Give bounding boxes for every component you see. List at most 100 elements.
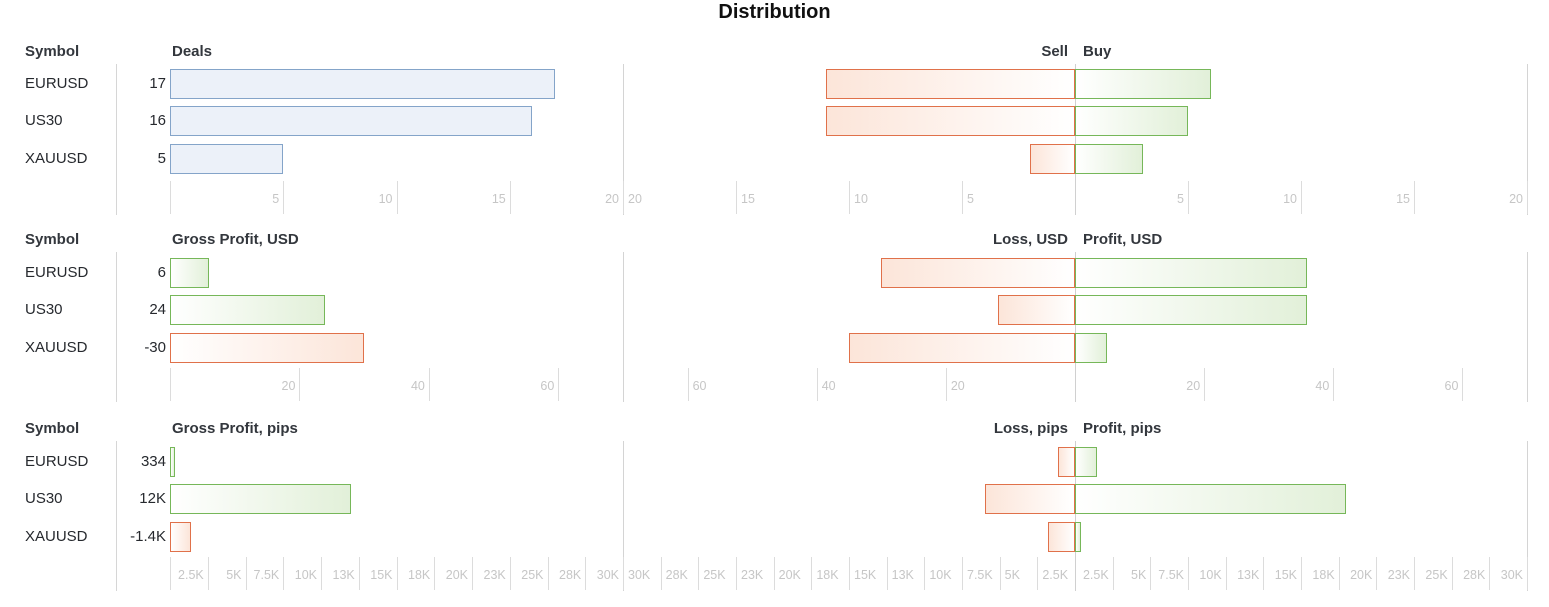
symbol-label: XAUUSD xyxy=(25,149,88,167)
axis-tick-label: 7.5K xyxy=(253,568,280,582)
axis-tick-label: 5 xyxy=(1177,192,1184,206)
pos-column-header: Profit, USD xyxy=(1083,231,1163,248)
sell-bar xyxy=(826,69,1075,99)
loss-pips-bar xyxy=(984,484,1075,515)
gross-profit-usd-bar xyxy=(170,332,365,363)
axis-tick xyxy=(428,368,430,401)
axis-tick xyxy=(1338,557,1340,590)
symbol-label: EURUSD xyxy=(25,453,89,470)
symbol-column-header: Symbol xyxy=(25,420,80,437)
axis-tick xyxy=(1112,557,1114,590)
gross-profit-pips-bar xyxy=(170,484,352,515)
axis-tick xyxy=(396,557,398,590)
axis-tick-label: 20 xyxy=(628,192,642,206)
symbol-label: EURUSD xyxy=(25,264,89,281)
axis-tick-label: 15 xyxy=(741,192,755,206)
right-boundary-line xyxy=(1527,441,1528,591)
axis-tick xyxy=(1376,557,1378,590)
axis-tick xyxy=(1489,557,1491,590)
axis-tick xyxy=(321,557,322,590)
axis-tick xyxy=(1263,557,1265,590)
axis-tick-label: 40 xyxy=(1315,379,1330,393)
axis-tick-label: 13K xyxy=(332,568,355,582)
axis-tick-label: 30K xyxy=(596,568,619,582)
axis-tick-label: 23K xyxy=(483,568,506,582)
axis-tick xyxy=(660,557,662,590)
axis-tick xyxy=(1301,557,1302,590)
axis-tick xyxy=(1204,368,1206,401)
axis-tick xyxy=(472,557,473,590)
axis-tick-label: 15 xyxy=(491,192,506,206)
axis-tick-label: 40 xyxy=(410,379,425,393)
symbol-label: US30 xyxy=(25,490,63,508)
axis-tick-label: 10 xyxy=(378,192,393,206)
axis-tick-label: 20 xyxy=(605,192,619,206)
gross-profit-usd-bar xyxy=(170,295,326,326)
axis-tick xyxy=(434,557,436,590)
axis-tick xyxy=(1414,557,1415,590)
axis-tick xyxy=(962,181,963,214)
axis-tick xyxy=(1188,181,1189,214)
loss-pips-bar xyxy=(1047,521,1075,552)
axis-tick xyxy=(207,557,209,590)
axis-tick xyxy=(509,181,511,214)
axis-tick-label: 23K xyxy=(741,568,764,582)
axis-tick-label: 7.5K xyxy=(967,568,993,582)
axis-tick xyxy=(1414,181,1415,214)
zero-tick xyxy=(170,181,171,214)
zero-tick xyxy=(170,368,171,401)
buy-bar xyxy=(1075,143,1143,174)
axis-tick xyxy=(283,557,285,590)
axis-tick xyxy=(687,368,689,401)
value-label: -30 xyxy=(144,338,166,356)
axis-tick-label: 5 xyxy=(967,192,974,206)
axis-tick xyxy=(547,557,549,590)
right-boundary-line xyxy=(1527,252,1528,402)
axis-tick-label: 5K xyxy=(1131,568,1147,582)
axis-tick-label: 20K xyxy=(445,568,468,582)
axis-tick xyxy=(811,557,813,590)
axis-tick xyxy=(886,557,888,590)
axis-tick xyxy=(849,181,850,214)
axis-tick-label: 25K xyxy=(521,568,544,582)
axis-tick xyxy=(698,557,700,590)
axis-tick-label: 20 xyxy=(1186,379,1201,393)
chart-split-line xyxy=(623,64,624,215)
deals-bar xyxy=(170,69,556,99)
value-label: 24 xyxy=(149,301,166,319)
column-separator-line xyxy=(116,441,117,591)
sell-bar xyxy=(1029,143,1075,174)
gross-profit-usd-bar xyxy=(170,258,209,288)
gross-profit-pips-bar xyxy=(170,447,176,477)
axis-tick-label: 60 xyxy=(692,379,707,393)
loss-pips-bar xyxy=(1058,447,1075,477)
axis-tick xyxy=(509,557,511,590)
axis-tick-label: 7.5K xyxy=(1158,568,1184,582)
value-label: 6 xyxy=(157,264,166,281)
right-boundary-line xyxy=(1527,64,1528,215)
column-separator-line xyxy=(116,252,117,402)
value-label: 16 xyxy=(149,112,166,130)
axis-tick-label: 15K xyxy=(854,568,877,582)
value-column-header: Gross Profit, pips xyxy=(172,420,298,437)
axis-tick xyxy=(1462,368,1464,401)
axis-tick xyxy=(585,557,587,590)
deals-bar xyxy=(170,143,284,174)
axis-tick xyxy=(1225,557,1227,590)
center-axis-line xyxy=(1075,252,1076,402)
axis-tick-label: 25K xyxy=(1425,568,1448,582)
symbol-column-header: Symbol xyxy=(25,43,80,60)
neg-column-header: Sell xyxy=(1041,43,1068,60)
axis-tick-label: 10K xyxy=(1199,568,1222,582)
axis-tick-label: 15K xyxy=(1274,568,1297,582)
axis-tick-label: 18K xyxy=(1312,568,1335,582)
axis-tick-label: 2.5K xyxy=(1082,568,1109,582)
chart-split-line xyxy=(623,252,624,402)
axis-tick-label: 15K xyxy=(370,568,393,582)
axis-tick-label: 2.5K xyxy=(1042,568,1069,582)
axis-tick-label: 10 xyxy=(1283,192,1297,206)
symbol-column-header: Symbol xyxy=(25,231,80,248)
loss-usd-bar xyxy=(997,295,1075,326)
profit-pips-bar xyxy=(1075,521,1082,552)
axis-tick-label: 20K xyxy=(1350,568,1373,582)
